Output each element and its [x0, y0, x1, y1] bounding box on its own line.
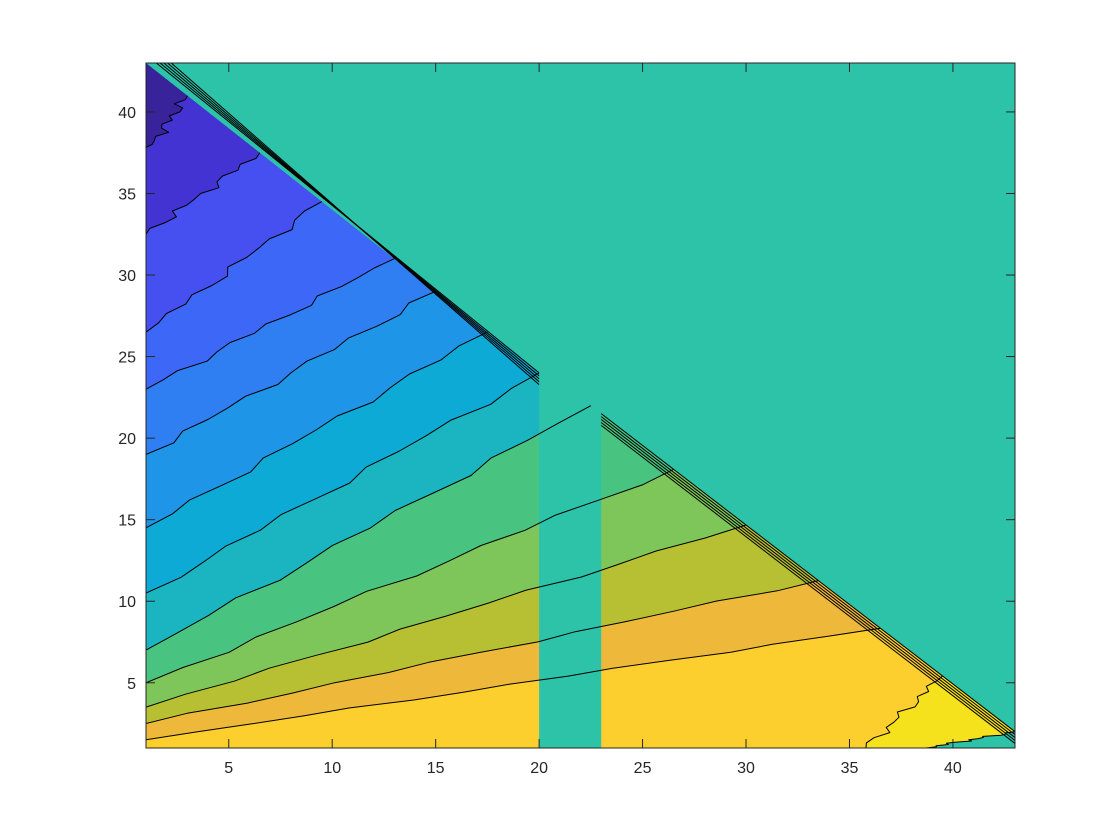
contour-line-3: [146, 201, 323, 333]
contour-lines: [146, 63, 1015, 748]
y-tick-label: 20: [118, 431, 136, 448]
contour-line-5: [146, 290, 436, 455]
x-tick-label: 20: [530, 760, 548, 777]
contour-line-4: [146, 258, 395, 390]
contour-line-11: [146, 580, 819, 724]
plot-area: [146, 63, 1015, 748]
y-tick-label: 30: [118, 268, 136, 285]
x-tick-label: 25: [634, 760, 652, 777]
contour-bands: [146, 63, 1015, 748]
x-tick-label: 40: [944, 760, 962, 777]
diagonal-contour-lower: [600, 422, 1015, 741]
background-overlay: [146, 63, 1015, 748]
contour-line-8: [146, 405, 592, 651]
y-tick-label: 40: [118, 105, 136, 122]
diagonal-contour-lower: [600, 413, 1015, 733]
contour-line-14: [925, 731, 1015, 748]
y-tick-label: 25: [118, 350, 136, 367]
contour-line-12: [146, 627, 881, 741]
y-tick-label: 10: [118, 594, 136, 611]
x-tick-label: 5: [224, 760, 233, 777]
contour-line-1: [146, 95, 188, 153]
contour-line-10: [146, 524, 747, 708]
x-tick-label: 15: [427, 760, 445, 777]
y-tick-label: 5: [127, 676, 136, 693]
y-tick-label: 35: [118, 186, 136, 203]
diagonal-contour-lower: [600, 416, 1015, 736]
diagonal-contour-upper: [170, 63, 540, 386]
contour-line-9: [146, 468, 674, 684]
contour-line-2: [146, 152, 261, 235]
x-tick-label: 35: [841, 760, 859, 777]
y-axis: 5 10 15 20 25 30 35 40: [118, 105, 1015, 693]
diagonal-contour-lower: [600, 425, 1015, 744]
diagonal-contour-lower: [600, 419, 1015, 738]
x-tick-label: 30: [737, 760, 755, 777]
x-axis: 5 10 15 20 25 30 35 40: [224, 63, 962, 777]
contour-line-13: [865, 675, 943, 748]
x-tick-label: 10: [323, 760, 341, 777]
y-tick-label: 15: [118, 513, 136, 530]
contour-line-6: [146, 331, 488, 529]
contour-band-1: [146, 63, 188, 153]
axes-box: [145, 62, 1016, 749]
contour-line-7: [146, 372, 540, 594]
